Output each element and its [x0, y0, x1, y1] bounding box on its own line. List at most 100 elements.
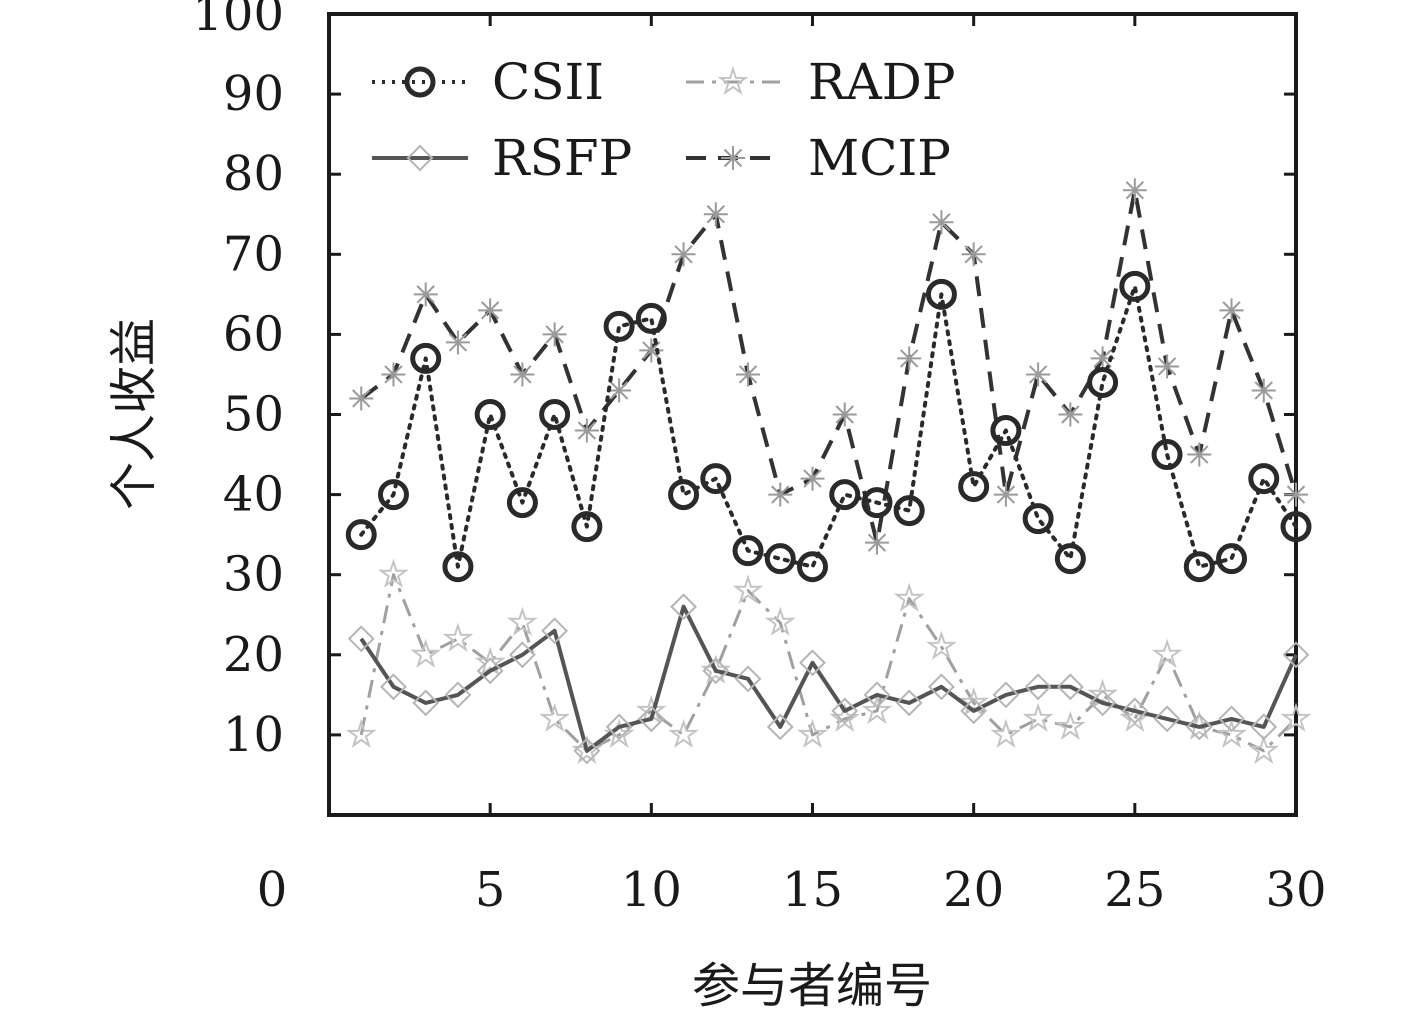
data-point-mcip	[478, 298, 503, 323]
data-point-csii	[990, 415, 1022, 447]
data-point-rsfp	[960, 697, 988, 725]
series-csii	[345, 270, 1312, 583]
x-tick-label: 30	[1265, 862, 1326, 918]
y-tick-label: 60	[223, 306, 284, 362]
data-point-mcip	[897, 346, 922, 371]
series-line-mcip	[360, 188, 1298, 545]
data-point-csii	[1248, 463, 1280, 495]
legend-item-radp: RADP	[686, 53, 956, 111]
data-point-radp	[410, 638, 442, 668]
y-tick-label: 100	[192, 0, 284, 42]
data-point-rsfp	[799, 649, 826, 677]
data-point-csii	[764, 543, 796, 575]
data-point-mcip	[1122, 178, 1147, 203]
y-tick-label: 80	[223, 146, 284, 202]
data-point-mcip	[1251, 378, 1276, 403]
data-point-radp	[1054, 710, 1086, 741]
x-tick-label: 0	[257, 862, 288, 918]
data-point-mcip	[574, 418, 599, 443]
data-point-rsfp	[508, 641, 536, 669]
data-point-csii	[1151, 439, 1183, 471]
data-point-radp	[990, 718, 1022, 748]
data-point-csii	[345, 519, 377, 551]
axis-tick-labels: 0 5 10 15 20 25 30 10 20 30 40 50 60 70 80 90 100	[192, 0, 1326, 918]
data-point-radp	[442, 622, 474, 652]
legend-item-csii: CSII	[372, 53, 604, 111]
data-point-rsfp	[831, 697, 859, 725]
data-point-mcip	[1219, 298, 1244, 323]
data-point-csii	[893, 495, 925, 527]
x-tick-label: 15	[782, 862, 843, 918]
legend-label-radp: RADP	[808, 53, 956, 111]
data-point-mcip	[993, 482, 1018, 507]
series-line-csii	[359, 284, 1298, 569]
legend-marker-rsfp	[406, 144, 434, 172]
legend-item-rsfp: RSFP	[372, 129, 632, 187]
data-point-csii	[1216, 543, 1248, 575]
series-mcip	[349, 178, 1308, 555]
x-tick-label: 25	[1104, 862, 1165, 918]
legend-label-rsfp: RSFP	[492, 129, 632, 187]
y-axis-title: 个人收益	[106, 318, 162, 510]
data-point-csii	[1280, 511, 1312, 543]
legend-label-csii: CSII	[492, 53, 604, 111]
data-point-rsfp	[637, 705, 665, 733]
x-tick-label: 5	[475, 862, 506, 918]
data-point-mcip	[413, 282, 438, 307]
data-point-radp	[1280, 702, 1312, 732]
data-point-mcip	[929, 210, 954, 235]
data-point-radp	[345, 718, 377, 749]
data-point-radp	[1216, 718, 1247, 749]
data-point-csii	[829, 479, 861, 511]
data-point-mcip	[1090, 346, 1115, 371]
y-tick-label: 40	[223, 467, 284, 523]
data-point-radp	[926, 630, 957, 660]
data-point-csii	[958, 471, 990, 503]
data-point-rsfp	[541, 617, 569, 645]
data-point-rsfp	[347, 625, 375, 653]
data-point-rsfp	[605, 713, 633, 741]
data-point-radp	[506, 606, 538, 636]
data-point-csii	[1183, 551, 1215, 583]
data-point-csii	[732, 535, 764, 567]
data-point-mcip	[768, 482, 793, 507]
data-point-mcip	[1058, 402, 1083, 427]
data-point-mcip	[510, 362, 535, 387]
y-tick-label: 30	[223, 547, 284, 603]
data-point-radp	[1248, 734, 1280, 765]
data-point-rsfp	[992, 681, 1020, 709]
data-point-mcip	[703, 202, 728, 227]
data-point-mcip	[542, 322, 567, 347]
data-point-rsfp	[380, 673, 407, 701]
data-point-radp	[1087, 678, 1119, 708]
data-point-radp	[1151, 638, 1183, 668]
data-point-rsfp	[476, 657, 504, 685]
data-point-csii	[1022, 503, 1054, 535]
data-point-radp	[797, 718, 828, 748]
data-point-radp	[474, 646, 506, 676]
data-point-csii	[603, 310, 635, 342]
data-point-csii	[474, 399, 506, 430]
data-point-rsfp	[702, 657, 730, 685]
data-point-rsfp	[444, 681, 472, 709]
data-point-radp	[861, 694, 893, 725]
data-point-mcip	[607, 378, 632, 403]
y-tick-label: 70	[223, 226, 284, 282]
y-tick-label: 50	[223, 387, 284, 443]
data-point-rsfp	[1153, 705, 1181, 733]
data-point-csii	[506, 487, 538, 519]
x-axis-title: 参与者编号	[692, 958, 932, 1014]
legend-marker-csii	[404, 66, 436, 98]
legend-item-mcip: MCIP	[686, 129, 951, 187]
data-point-radp	[958, 686, 990, 717]
data-point-csii	[410, 342, 442, 374]
data-point-mcip	[381, 362, 406, 387]
data-point-radp	[764, 606, 796, 636]
data-point-radp	[1022, 702, 1054, 733]
x-tick-label: 20	[943, 862, 1004, 918]
legend-marker-mcip	[721, 146, 745, 170]
data-point-csii	[925, 278, 957, 310]
legend-marker-radp	[717, 65, 749, 96]
data-point-csii	[861, 487, 893, 519]
